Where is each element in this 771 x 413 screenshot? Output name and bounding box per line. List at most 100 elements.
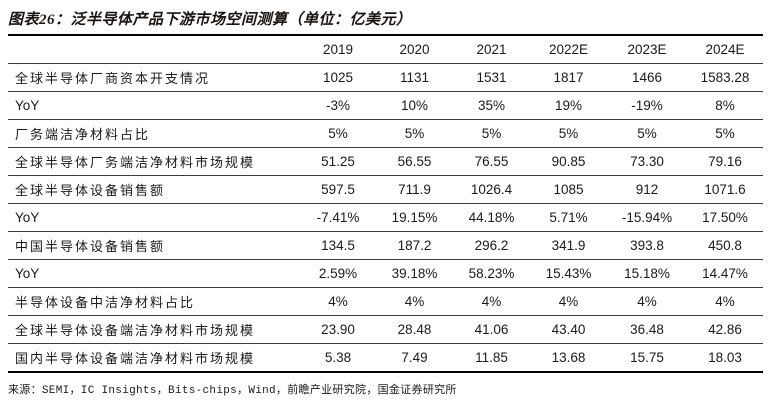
row-label: 全球半导体厂商资本开支情况 [8,63,300,92]
cell-value: 597.5 [300,175,376,204]
row-label: 全球半导体设备销售额 [8,175,300,204]
cell-value: 17.50% [687,203,763,232]
data-table: 2019 2020 2021 2022E 2023E 2024E 全球半导体厂商… [8,34,763,373]
cell-value: 51.25 [300,147,376,176]
cell-value: 79.16 [687,147,763,176]
table-row: YoY -3% 10% 35% 19% -19% 8% [8,91,763,120]
row-label: YoY [8,259,300,288]
cell-value: 11.85 [475,350,508,365]
cell-value: 296.2 [453,231,530,260]
cell-value: 28.48 [376,315,453,344]
cell-value: 1466 [607,63,687,92]
table-row: 国内半导体设备端洁净材料市场规模 5.38 7.49 11.85 13.68 15.75 1… [8,344,763,373]
cell-value: 18.03 [708,350,742,365]
row-label: 全球半导体设备端洁净材料市场规模 [8,315,300,344]
cell-value: 4% [530,287,607,316]
cell-value: 39.18% [376,259,453,288]
table-row: 中国半导体设备销售额 134.5 187.2 296.2 341.9 393.8 450.8 [8,231,763,260]
cell-value: -19% [607,91,687,120]
cell-value: 56.55 [376,147,453,176]
cell-value: 4% [376,287,453,316]
cell-value: 43.40 [530,315,607,344]
row-label: 全球半导体厂务端洁净材料市场规模 [8,147,300,176]
col-header-2024e: 2024E [687,35,763,64]
cell-value: -15.94% [607,203,687,232]
row-label: 半导体设备中洁净材料占比 [8,287,300,316]
cell-value: 450.8 [687,231,763,260]
cell-value: -3% [300,91,376,120]
cell-value: 2.59% [300,259,376,288]
cell-value: 1531 [453,63,530,92]
col-header-2022e: 2022E [530,35,607,64]
cell-value: 1071.6 [687,175,763,204]
table-row: 全球半导体厂务端洁净材料市场规模 51.25 56.55 76.55 90.85 73.3… [8,147,763,176]
cell-value: 44.18% [453,203,530,232]
cell-value: 5% [530,119,607,148]
cell-value: 23.90 [300,315,376,344]
cell-value: 19% [530,91,607,120]
table-row: 全球半导体设备销售额 597.5 711.9 1026.4 1085 912 1071.6 [8,175,763,204]
cell-value: 341.9 [530,231,607,260]
cell-value: 1817 [530,63,607,92]
cell-value: 711.9 [376,175,453,204]
col-header-2023e: 2023E [607,35,687,64]
cell-value: 5.71% [530,203,607,232]
header-row: 2019 2020 2021 2022E 2023E 2024E [8,35,763,64]
table-row: YoY 2.59% 39.18% 58.23% 15.43% 15.18% 14.47% [8,259,763,288]
cell-value: 41.06 [453,315,530,344]
cell-value: 1131 [376,63,453,92]
cell-value: 912 [607,175,687,204]
row-label: 国内半导体设备端洁净材料市场规模 [15,351,256,366]
cell-value: 187.2 [376,231,453,260]
cell-value: 15.18% [607,259,687,288]
cell-value: 35% [453,91,530,120]
cell-value: 73.30 [607,147,687,176]
cell-value: 134.5 [300,231,376,260]
cell-value: 1085 [530,175,607,204]
cell-value: 10% [376,91,453,120]
cell-value: 14.47% [687,259,763,288]
row-label: 中国半导体设备销售额 [8,231,300,260]
source-note: 来源：SEMI，IC Insights，Bits-chips，Wind，前瞻产业… [8,385,457,397]
cell-value: 5% [607,119,687,148]
row-label: YoY [8,91,300,120]
table-row: 半导体设备中洁净材料占比 4% 4% 4% 4% 4% 4% [8,287,763,316]
figure-title: 图表26：泛半导体产品下游市场空间测算（单位：亿美元） [8,12,412,28]
cell-value: 393.8 [607,231,687,260]
cell-value: 5% [453,119,530,148]
cell-value: 7.49 [401,350,428,365]
cell-value: 4% [687,287,763,316]
cell-value: 4% [300,287,376,316]
cell-value: 4% [453,287,530,316]
cell-value: 1026.4 [453,175,530,204]
table-row: 厂务端洁净材料占比 5% 5% 5% 5% 5% 5% [8,119,763,148]
cell-value: 13.68 [551,350,586,365]
cell-value: 5% [376,119,453,148]
corner-cell [8,35,300,64]
cell-value: 1025 [300,63,376,92]
cell-value: 15.75 [630,350,664,365]
cell-value: 5.38 [324,350,352,365]
row-label: YoY [8,203,300,232]
cell-value: 19.15% [376,203,453,232]
col-header-2021: 2021 [453,35,530,64]
col-header-2019: 2019 [300,35,376,64]
cell-value: 90.85 [530,147,607,176]
table-row: 全球半导体厂商资本开支情况 1025 1131 1531 1817 1466 1583.28 [8,63,763,92]
cell-value: 36.48 [607,315,687,344]
cell-value: 15.43% [530,259,607,288]
row-label: 厂务端洁净材料占比 [8,119,300,148]
table-body: 全球半导体厂商资本开支情况 1025 1131 1531 1817 1466 1583.28… [8,63,763,373]
cell-value: 76.55 [453,147,530,176]
table-row: YoY -7.41% 19.15% 44.18% 5.71% -15.94% 17.50% [8,203,763,232]
cell-value: 1583.28 [687,63,763,92]
cell-value: 8% [687,91,763,120]
report-figure-page: 图表26：泛半导体产品下游市场空间测算（单位：亿美元） 2019 2020 20… [0,8,771,413]
col-header-2020: 2020 [376,35,453,64]
cell-value: 58.23% [453,259,530,288]
cell-value: 5% [687,119,763,148]
cell-value: 42.86 [687,315,763,344]
cell-value: 5% [300,119,376,148]
cell-value: -7.41% [300,203,376,232]
cell-value: 4% [607,287,687,316]
